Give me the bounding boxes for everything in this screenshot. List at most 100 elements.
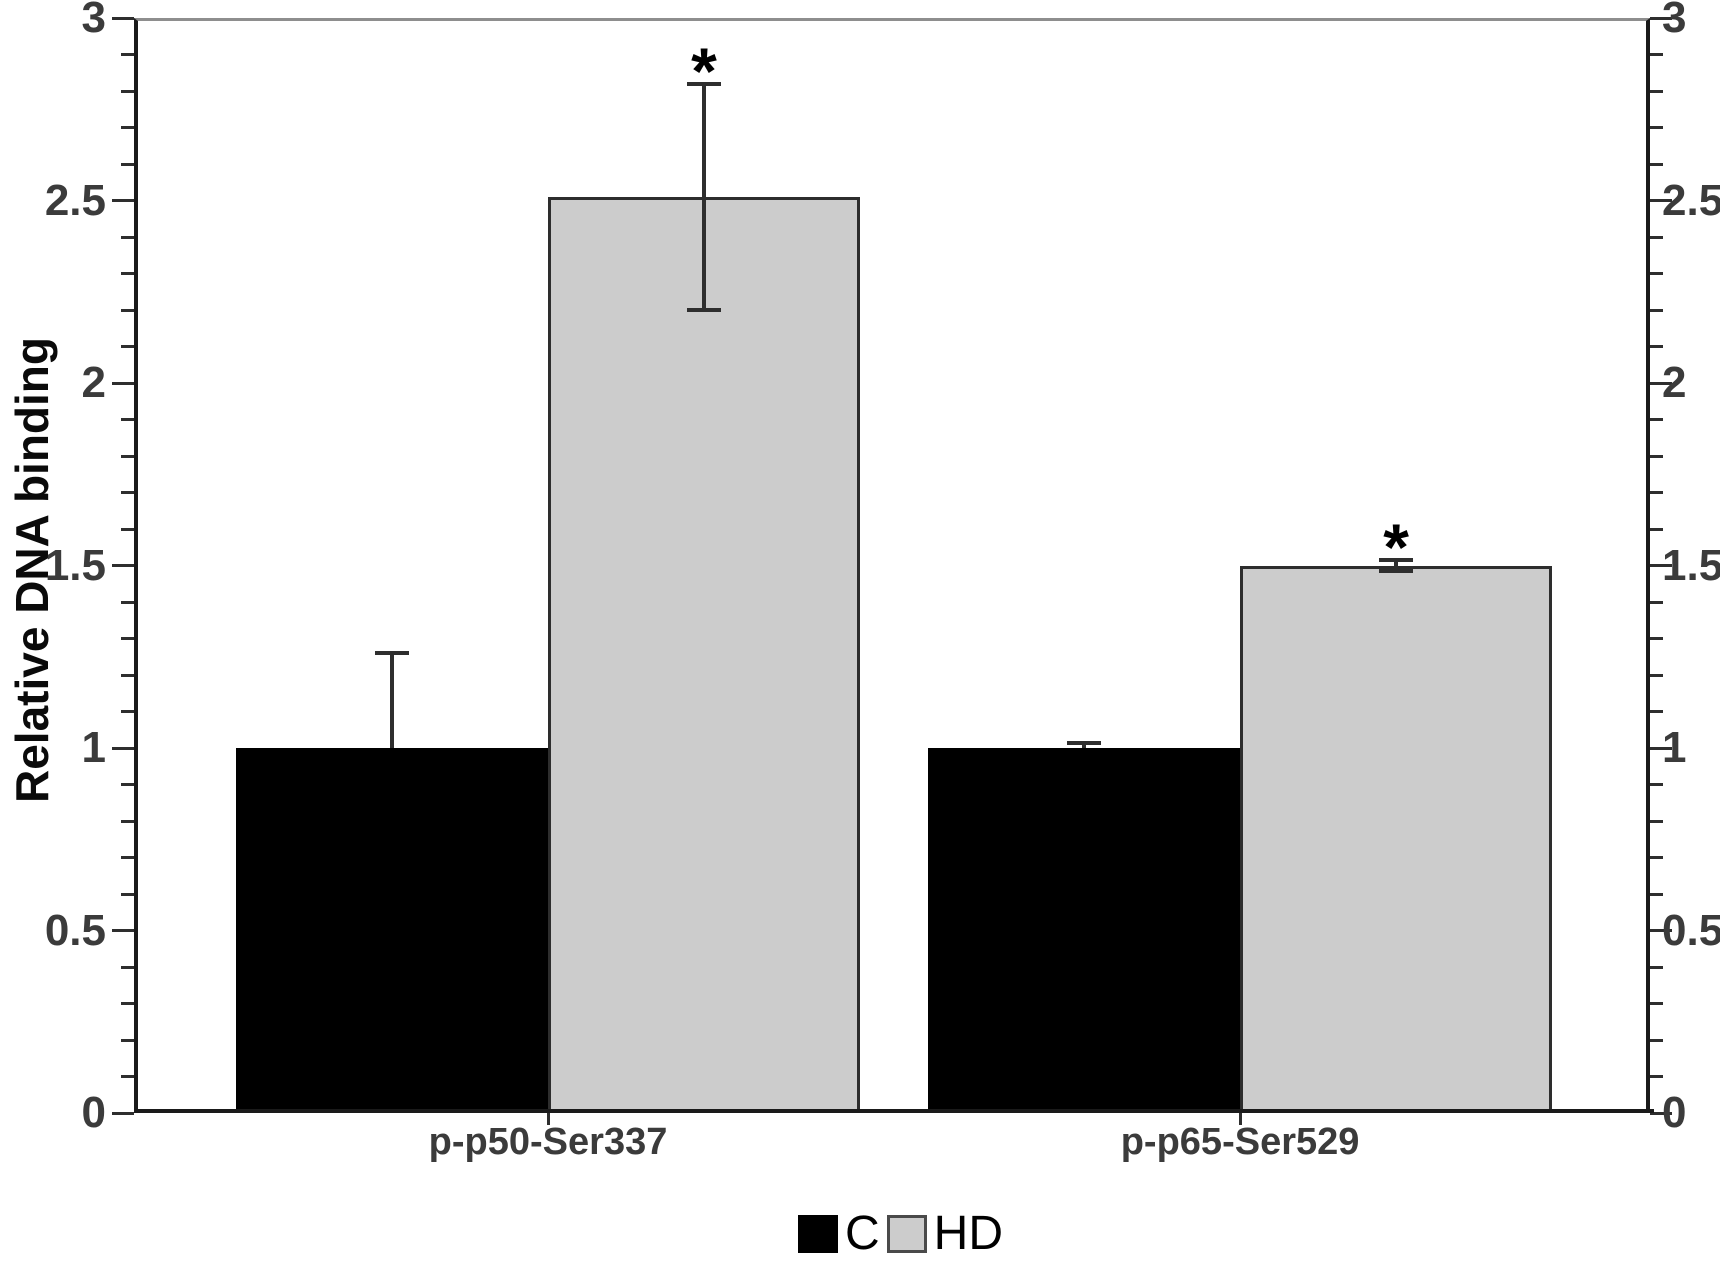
y-tick-label-right: 3 (1662, 0, 1687, 42)
y-tick-left (121, 965, 134, 969)
y-tick-label-left: 0.5 (44, 905, 106, 955)
x-tick-p-p65-Ser529 (1238, 1113, 1242, 1125)
y-tick-right (1650, 892, 1663, 896)
bar-HD-p-p50-Ser337 (548, 196, 861, 1113)
y-tick-left (121, 710, 134, 713)
y-tick-right (1650, 600, 1663, 604)
y-tick-right (1650, 1111, 1672, 1115)
y-tick-left (121, 418, 134, 421)
y-tick-label-left: 2 (81, 358, 106, 407)
y-tick-right (1650, 418, 1663, 421)
y-tick-right (1650, 929, 1672, 932)
y-tick-left (121, 783, 134, 786)
error-cap-bottom-HD-p-p50-Ser337 (687, 308, 722, 312)
y-tick-right (1650, 1075, 1663, 1078)
y-tick-right (1650, 673, 1663, 677)
y-tick-right (1650, 1038, 1663, 1042)
error-cap-top-C-p-p65-Ser529 (1067, 740, 1102, 745)
error-cap-bottom-HD-p-p65-Ser529 (1379, 568, 1414, 573)
bar-HD-p-p65-Ser529 (1240, 565, 1553, 1113)
y-tick-left (112, 564, 134, 567)
y-tick-label-right: 1.5 (1662, 540, 1720, 590)
y-tick-right (1650, 235, 1663, 239)
y-tick-left (121, 308, 134, 312)
y-tick-left (112, 929, 134, 932)
y-tick-right (1650, 126, 1663, 129)
y-tick-left (121, 272, 134, 275)
y-tick-left (121, 527, 134, 531)
y-tick-right (1650, 527, 1663, 531)
y-tick-label-right: 2.5 (1662, 175, 1720, 225)
y-tick-right (1650, 856, 1663, 859)
y-tick-right (1650, 53, 1663, 56)
y-tick-right (1650, 272, 1663, 275)
error-cap-top-C-p-p50-Ser337 (375, 651, 410, 656)
y-tick-left (112, 746, 134, 750)
y-tick-right (1650, 345, 1663, 348)
plot-frame (134, 18, 1650, 1113)
error-cap-top-HD-p-p65-Ser529 (1379, 558, 1414, 563)
y-tick-left (121, 856, 134, 859)
y-tick-label-left: 1.5 (44, 540, 106, 590)
error-cap-top-HD-p-p50-Ser337 (687, 81, 722, 86)
error-line-C-p-p50-Ser337 (390, 653, 395, 748)
y-tick-right (1650, 965, 1663, 969)
y-tick-right (1650, 308, 1663, 312)
y-tick-label-left: 3 (81, 0, 106, 42)
y-tick-label-left: 0 (81, 1088, 106, 1137)
y-tick-right (1650, 746, 1672, 750)
y-tick-left (121, 491, 134, 494)
legend: C HD (798, 1210, 1003, 1258)
y-tick-left (121, 235, 134, 239)
y-tick-label-left: 2.5 (44, 175, 106, 225)
y-tick-left (121, 673, 134, 677)
y-tick-right (1650, 454, 1663, 458)
y-tick-right (1650, 710, 1663, 713)
y-tick-right (1650, 199, 1672, 202)
significance-asterisk-HD-p-p65-Ser529: * (1383, 510, 1409, 585)
y-tick-left (112, 381, 134, 385)
y-tick-left (121, 345, 134, 348)
y-tick-label-right: 2 (1662, 358, 1687, 407)
y-tick-right (1650, 783, 1663, 786)
y-tick-right (1650, 491, 1663, 494)
y-tick-left (121, 892, 134, 896)
y-tick-right (1650, 89, 1663, 93)
y-tick-label-left: 1 (81, 723, 106, 772)
y-tick-right (1650, 637, 1663, 640)
legend-label-C: C (845, 1207, 880, 1260)
error-line-HD-p-p50-Ser337 (702, 83, 707, 310)
y-tick-left (121, 53, 134, 56)
y-tick-right (1650, 162, 1663, 166)
legend-swatch-C (798, 1215, 838, 1253)
y-tick-right (1650, 16, 1672, 20)
y-tick-left (121, 1002, 134, 1005)
y-tick-left (121, 162, 134, 166)
y-tick-label-right: 0 (1662, 1088, 1687, 1137)
bar-C-p-p65-Ser529 (928, 748, 1241, 1113)
significance-asterisk-HD-p-p50-Ser337: * (691, 33, 717, 108)
legend-swatch-HD (886, 1215, 927, 1253)
y-tick-label-right: 0.5 (1662, 905, 1720, 955)
y-tick-left (112, 1111, 134, 1115)
y-tick-right (1650, 819, 1663, 823)
legend-label-HD: HD (933, 1207, 1003, 1260)
bar-C-p-p50-Ser337 (236, 748, 549, 1113)
y-tick-right (1650, 1002, 1663, 1005)
y-tick-left (121, 454, 134, 458)
y-tick-right (1650, 381, 1672, 385)
y-tick-left (121, 1038, 134, 1042)
y-tick-left (121, 819, 134, 823)
y-tick-label-right: 1 (1662, 723, 1687, 772)
y-tick-left (121, 600, 134, 604)
x-category-label-p-p50-Ser337: p-p50-Ser337 (428, 1121, 668, 1163)
error-line-C-p-p65-Ser529 (1082, 742, 1087, 748)
y-tick-left (112, 16, 134, 20)
y-tick-left (121, 89, 134, 93)
y-tick-left (112, 199, 134, 202)
x-axis-line (134, 1109, 1654, 1113)
y-tick-left (121, 1075, 134, 1078)
y-tick-left (121, 637, 134, 640)
y-tick-right (1650, 564, 1672, 567)
